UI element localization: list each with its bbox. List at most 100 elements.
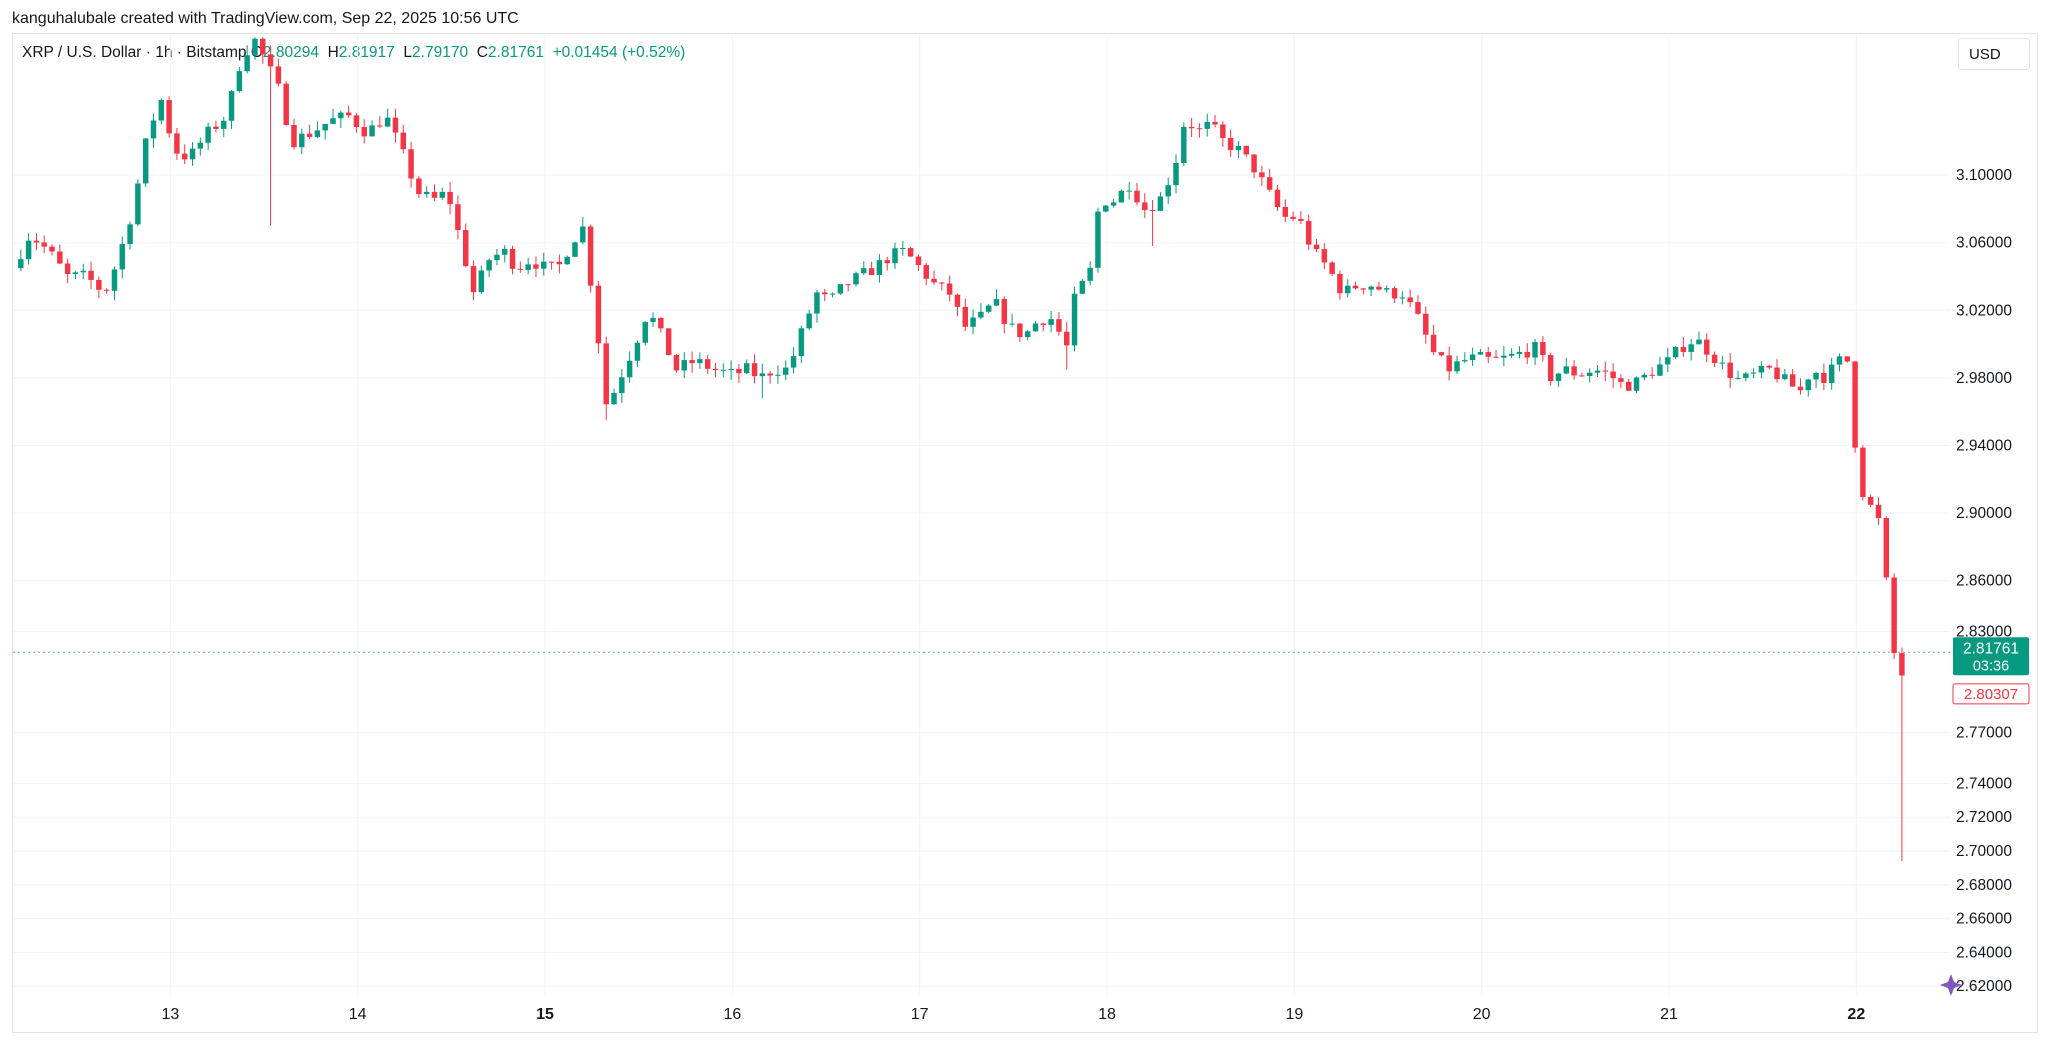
candle [712, 363, 719, 378]
candle [946, 275, 953, 302]
candle [1071, 286, 1078, 352]
candle-body [517, 268, 524, 270]
candle [314, 121, 321, 139]
candle-body [954, 294, 961, 307]
chart-grid [13, 34, 1950, 995]
candle [1852, 360, 1858, 453]
candle-body [330, 118, 336, 124]
candle [1633, 376, 1640, 394]
candle-body [314, 130, 321, 137]
candle-body [868, 268, 875, 275]
candle-body [985, 305, 992, 312]
candle [283, 81, 289, 126]
candle-body [572, 242, 578, 257]
candle-body [1266, 177, 1273, 190]
candle-body [775, 374, 781, 376]
candle [1064, 321, 1070, 370]
candle-body [1602, 370, 1609, 372]
candle [1547, 352, 1554, 386]
candle-body [1649, 374, 1655, 376]
candle-body [1337, 273, 1343, 294]
currency-button[interactable]: USD [1958, 38, 2030, 70]
candle [1477, 348, 1484, 355]
candle [41, 235, 47, 254]
candle [213, 120, 219, 133]
candle-body [978, 311, 984, 318]
candle [1610, 363, 1616, 389]
close-label: C [476, 44, 488, 61]
candle-body [681, 360, 688, 371]
candle-body [1883, 518, 1890, 578]
candle [150, 113, 157, 148]
candle [837, 284, 844, 295]
candle [1469, 347, 1476, 366]
candle-body [845, 284, 851, 286]
candle-body [1766, 365, 1772, 368]
candle-body [900, 248, 906, 250]
candle-body [189, 148, 196, 160]
candle [704, 355, 711, 374]
candle-body [712, 368, 719, 371]
candle [1844, 356, 1851, 363]
candle [1243, 145, 1249, 157]
candle-body [439, 191, 446, 198]
candle-body [673, 355, 680, 371]
candle-body [1110, 202, 1117, 206]
candle-body [767, 373, 773, 376]
candle-body [1384, 288, 1390, 290]
price-tick-label: 2.83000 [1956, 623, 2012, 640]
candle-body [907, 248, 914, 257]
candle-body [1227, 138, 1234, 151]
price-tick-label: 2.62000 [1956, 978, 2012, 995]
candle-body [1149, 210, 1156, 212]
candle-body [361, 127, 367, 137]
candle [1883, 516, 1890, 581]
candle [1017, 323, 1023, 342]
candle [619, 369, 625, 403]
candle-body [1696, 339, 1702, 345]
symbol-title[interactable]: XRP / U.S. Dollar · 1h · Bitstamp [22, 44, 247, 61]
candle [1657, 356, 1663, 376]
candle-body [400, 132, 407, 150]
candle-body [260, 38, 266, 55]
candle-body [150, 120, 157, 139]
candle [462, 223, 469, 268]
candle [1540, 336, 1546, 362]
price-tick-label: 2.64000 [1956, 944, 2012, 961]
candle [174, 127, 180, 160]
candle-body [1071, 293, 1078, 346]
candle [502, 245, 508, 263]
candle [650, 312, 656, 327]
candle [689, 351, 695, 373]
candle-body [502, 248, 508, 255]
candle [611, 388, 617, 405]
candle-body [283, 83, 289, 125]
candle-body [1672, 346, 1679, 358]
last-price-tag-bg [1953, 637, 2029, 676]
candle [1087, 261, 1093, 286]
candle [907, 247, 914, 257]
candle [111, 266, 118, 301]
candle [181, 144, 188, 164]
candle-body [1032, 323, 1039, 332]
candle [978, 303, 984, 320]
candle [1196, 123, 1203, 138]
candle [1423, 306, 1429, 344]
candle-body [1134, 190, 1140, 203]
candle [1563, 357, 1570, 375]
candle-body [252, 38, 258, 56]
candle-body [798, 328, 805, 357]
candle-body [1298, 218, 1304, 221]
candle-body [1774, 367, 1780, 380]
candle [1797, 378, 1804, 395]
candle-body [1048, 319, 1054, 325]
candle [361, 119, 367, 144]
candle [541, 252, 547, 276]
candle [1750, 368, 1757, 379]
candle [985, 303, 992, 314]
candle-body [1625, 381, 1632, 391]
candle [1860, 445, 1866, 501]
candle-body [1641, 374, 1648, 378]
candle [299, 128, 305, 155]
